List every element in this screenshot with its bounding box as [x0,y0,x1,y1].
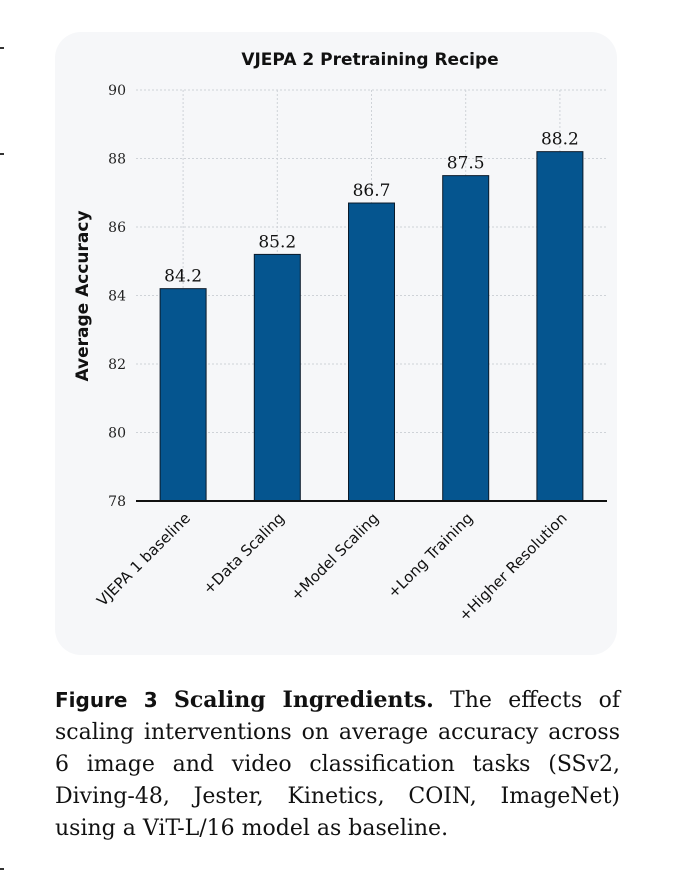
bar [253,253,301,502]
y-tick-label: 78 [108,494,126,510]
data-label: 87.5 [447,154,485,174]
margin-mark-top [0,47,4,49]
x-tick-label: +Model Scaling [287,509,382,604]
data-label: 85.2 [258,232,296,252]
bar [159,288,207,502]
figure-title: Scaling Ingredients. [173,687,434,713]
bar [348,202,395,502]
y-tick-label: 84 [108,289,126,305]
bar [442,175,490,502]
caption-text: The effects of scaling interventions on … [55,688,620,841]
data-label: 86.7 [353,181,391,201]
y-tick-label: 80 [108,426,126,442]
y-tick-label: 82 [108,357,126,373]
x-tick-label: +Long Training [384,509,477,602]
y-tick-label: 86 [108,220,126,236]
data-label: 84.2 [164,267,202,287]
figure-caption: Figure 3 Scaling Ingredients. The effect… [55,684,620,845]
margin-mark-middle [0,153,4,155]
chart-panel [55,32,617,655]
bar [536,151,584,502]
y-tick-label: 88 [108,152,126,168]
bar-layer [159,151,584,502]
figure-label: Figure 3 [55,688,158,712]
y-axis-title: Average Accuracy [73,210,93,381]
x-tick-label: +Data Scaling [199,509,288,598]
bar-chart: VJEPA 2 Pretraining Recipe 78 80 82 84 86 88 9… [73,50,607,625]
margin-mark-bottom [0,868,4,870]
data-label: 88.2 [541,130,579,150]
x-tick-label: +Higher Resolution [455,509,571,625]
y-tick-label: 90 [108,83,126,99]
chart-title: VJEPA 2 Pretraining Recipe [241,50,498,70]
x-tick-label: VJEPA 1 baseline [93,509,194,610]
